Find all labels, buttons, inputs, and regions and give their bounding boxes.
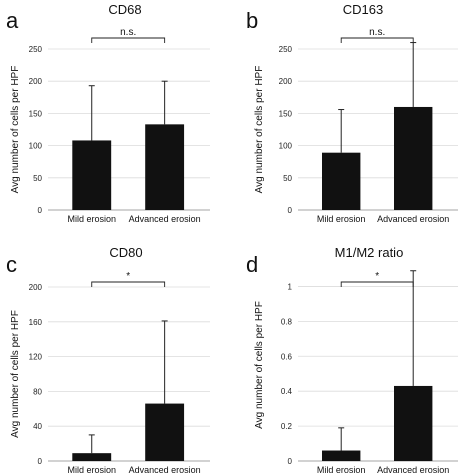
significance-bracket [340,37,414,43]
y-tick-label: 80 [33,387,42,396]
panel-letter: d [246,252,258,277]
y-tick-label: 150 [279,109,293,118]
y-tick-label: 200 [279,77,293,86]
y-tick-label: 0.8 [281,317,293,326]
y-tick-label: 250 [279,45,293,54]
category-label: Mild erosion [317,465,366,474]
significance-label: n.s. [369,27,385,38]
y-tick-label: 0 [38,206,43,215]
significance-label: * [126,271,130,282]
y-axis-label: Avg number of cells per HPF [10,66,21,194]
panel-letter: b [246,8,258,33]
y-tick-label: 200 [29,283,43,292]
y-tick-label: 150 [29,109,43,118]
category-label: Advanced erosion [129,214,201,224]
category-label: Mild erosion [67,214,116,224]
panel-letter: c [6,252,17,277]
y-tick-label: 0 [288,206,293,215]
category-label: Mild erosion [67,465,116,474]
category-label: Advanced erosion [129,465,201,474]
y-tick-label: 100 [279,142,293,151]
significance-label: * [375,271,379,282]
chart-title: CD68 [108,2,141,17]
y-tick-label: 250 [29,45,43,54]
bar [145,403,185,461]
y-tick-label: 0 [38,457,43,466]
significance-bracket [91,37,166,43]
y-tick-label: 0.2 [281,422,293,431]
category-label: Advanced erosion [377,214,449,224]
bar [394,106,433,210]
y-tick-label: 100 [29,142,43,151]
chart-title: CD163 [343,2,383,17]
category-label: Advanced erosion [377,465,449,474]
significance-bracket [91,281,166,287]
significance-label: n.s. [120,27,136,38]
y-tick-label: 50 [33,174,42,183]
y-tick-label: 0 [288,457,293,466]
panel-letter: a [6,8,19,33]
bar [72,453,112,461]
y-tick-label: 40 [33,422,42,431]
y-axis-label: Avg number of cells per HPF [254,66,265,194]
chart-title: M1/M2 ratio [335,245,404,260]
y-tick-label: 200 [29,77,43,86]
panel-b: b CD163 0 50 100 150 200 250 Avg number of cells… [246,2,458,224]
bar [322,152,361,210]
bar [322,450,361,461]
y-axis-label: Avg number of cells per HPF [10,310,21,438]
bar [72,140,112,210]
panel-c: c CD80 0 40 80 120 160 200 Avg number of cells p… [6,245,210,474]
category-label: Mild erosion [317,214,366,224]
y-axis-label: Avg number of cells per HPF [254,301,265,429]
bar [394,385,433,461]
significance-bracket [340,281,414,287]
y-tick-label: 120 [29,353,43,362]
y-tick-label: 1 [288,282,293,291]
panel-a: a CD68 0 50 100 150 200 250 Avg number of cells … [6,2,210,224]
y-tick-label: 160 [29,318,43,327]
y-tick-label: 0.6 [281,352,293,361]
chart-title: CD80 [109,245,142,260]
y-tick-label: 0.4 [281,387,293,396]
y-tick-label: 50 [283,174,292,183]
panel-d: d M1/M2 ratio 0 0.2 0.4 0.6 0.8 1 Avg number of … [246,245,458,474]
bar [145,124,185,210]
